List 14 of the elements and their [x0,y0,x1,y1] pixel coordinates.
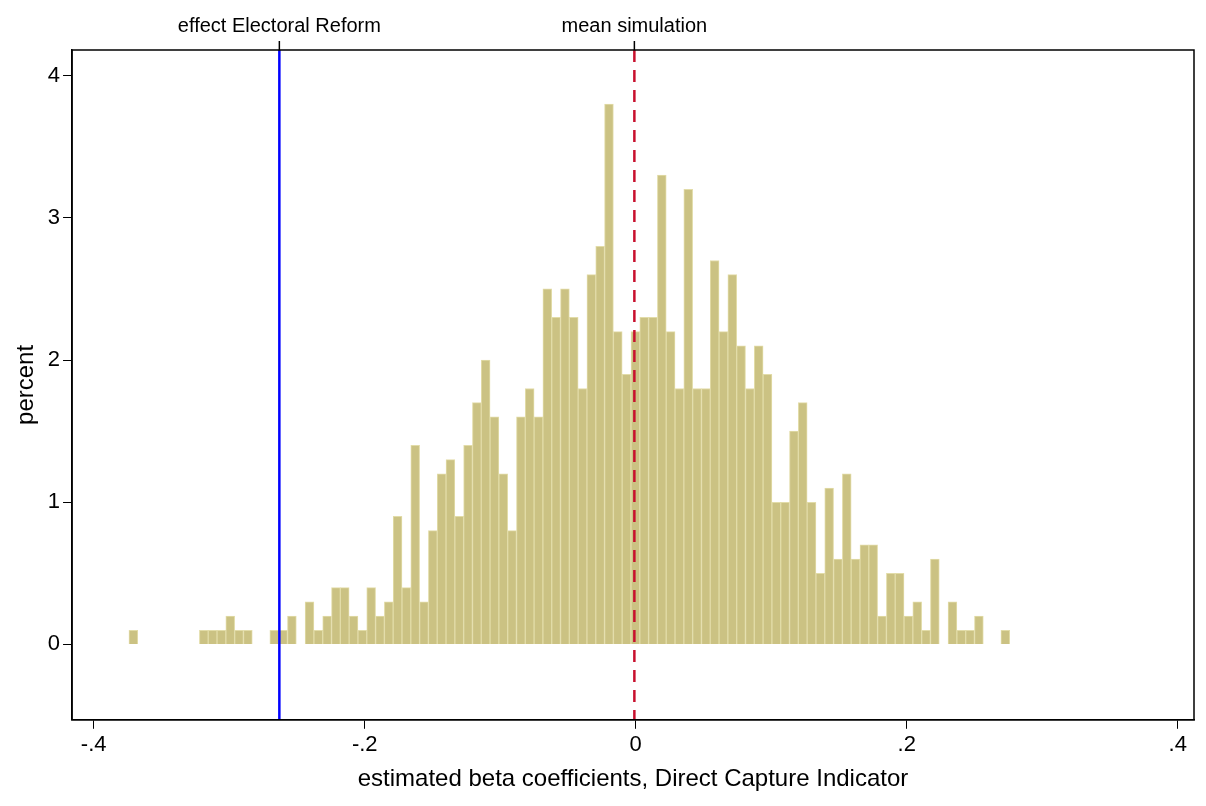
ref-line-label: effect Electoral Reform [177,13,381,36]
y-tick-label: 2 [47,346,61,372]
x-tick-label: 0 [629,731,642,757]
x-tick-label: -.2 [351,731,378,757]
y-axis-title: percent [11,344,39,425]
y-tick-label: 4 [47,61,61,87]
x-tick-label: .2 [897,731,916,757]
x-axis-title: estimated beta coefficients, Direct Capture Indicator [357,764,909,792]
x-tick-label: .4 [1168,731,1187,757]
ref-line-label: mean simulation [561,13,708,36]
y-tick-label: 3 [47,203,61,229]
y-tick-label: 1 [47,488,61,514]
y-tick-label: 0 [47,630,61,656]
x-tick-label: -.4 [80,731,107,757]
